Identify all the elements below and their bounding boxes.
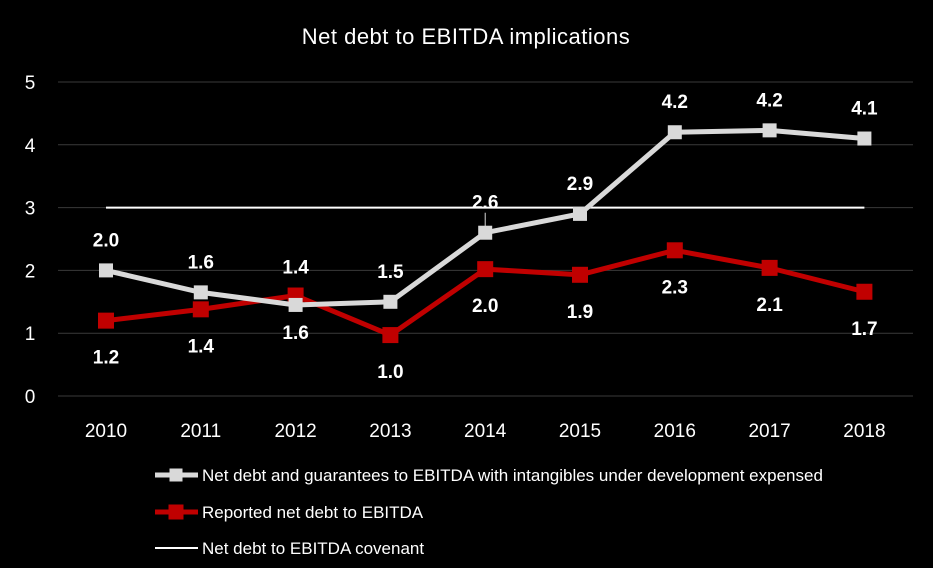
reported-data-label: 1.7 <box>851 319 877 340</box>
reported-data-label: 1.0 <box>377 362 403 383</box>
reported-point-2015 <box>572 266 588 283</box>
guarantees-point-2014 <box>478 225 493 240</box>
x-axis: 2010 2011 2012 2013 2014 2015 2016 2017 2018 <box>85 421 886 442</box>
x-tick-label: 2014 <box>464 421 507 442</box>
x-tick-label: 2011 <box>180 421 221 442</box>
guarantees-data-label: 2.0 <box>93 230 119 251</box>
legend-swatch-marker <box>168 504 184 520</box>
x-tick-label: 2018 <box>843 421 885 442</box>
series-lines <box>98 123 873 344</box>
x-tick-label: 2013 <box>369 421 411 442</box>
guarantees-point-2012 <box>288 297 303 312</box>
guarantees-data-label: 1.6 <box>188 252 214 273</box>
y-tick-label: 4 <box>25 136 36 157</box>
data-labels: 2.0 1.6 1.6 1.5 2.6 2.9 4.2 4.2 4.1 1.2 1.4 1.4 1.0 2… <box>93 90 878 383</box>
reported-data-label: 1.4 <box>282 258 309 279</box>
x-tick-label: 2012 <box>274 421 316 442</box>
reported-data-label: 1.9 <box>567 302 593 323</box>
y-tick-label: 3 <box>25 199 36 220</box>
legend-item-1: Reported net debt to EBITDA <box>155 503 424 522</box>
x-tick-label: 2017 <box>748 421 790 442</box>
legend: Net debt and guarantees to EBITDA with i… <box>155 466 823 558</box>
guarantees-data-label: 4.2 <box>662 92 688 113</box>
y-tick-label: 5 <box>25 73 36 94</box>
reported-data-label: 2.1 <box>756 295 783 316</box>
y-tick-label: 0 <box>25 387 36 408</box>
y-axis: 0 1 2 3 4 5 <box>25 73 36 408</box>
reported-point-2013 <box>382 327 399 344</box>
guarantees-data-label: 4.2 <box>756 90 782 111</box>
guarantees-data-label: 4.1 <box>851 99 878 120</box>
guarantees-point-2011 <box>193 285 208 300</box>
guarantees-point-2017 <box>762 123 777 138</box>
reported-point-2016 <box>666 242 683 259</box>
legend-swatch-marker <box>169 468 183 482</box>
guarantees-data-label: 2.9 <box>567 174 593 195</box>
guarantees-point-2013 <box>383 294 398 309</box>
reported-point-2017 <box>761 259 778 276</box>
guarantees-point-2015 <box>573 206 587 221</box>
x-tick-label: 2016 <box>654 421 696 442</box>
reported-data-label: 1.4 <box>188 336 215 357</box>
legend-label: Net debt and guarantees to EBITDA with i… <box>202 466 823 485</box>
legend-label: Net debt to EBITDA covenant <box>202 539 424 558</box>
y-tick-label: 1 <box>25 324 36 345</box>
legend-label: Reported net debt to EBITDA <box>202 503 424 522</box>
chart-title: Net debt to EBITDA implications <box>302 24 631 49</box>
reported-data-label: 1.2 <box>93 348 119 369</box>
x-tick-label: 2010 <box>85 421 127 442</box>
reported-point-2014 <box>477 261 494 278</box>
reported-point-2018 <box>856 283 873 300</box>
legend-item-2: Net debt to EBITDA covenant <box>155 539 424 558</box>
reported-point-2010 <box>98 312 114 329</box>
guarantees-data-label: 1.6 <box>282 323 308 344</box>
guarantees-point-2016 <box>667 125 682 140</box>
guarantees-data-label: 2.6 <box>472 193 498 214</box>
guarantees-data-label: 1.5 <box>377 262 404 283</box>
y-tick-label: 2 <box>25 261 36 282</box>
guarantees-point-2010 <box>99 263 113 278</box>
reported-data-label: 2.0 <box>472 296 498 317</box>
guarantees-point-2018 <box>857 131 872 146</box>
reported-point-2011 <box>192 301 209 318</box>
legend-item-0: Net debt and guarantees to EBITDA with i… <box>155 466 823 485</box>
x-tick-label: 2015 <box>559 421 601 442</box>
reported-data-label: 2.3 <box>662 277 688 298</box>
